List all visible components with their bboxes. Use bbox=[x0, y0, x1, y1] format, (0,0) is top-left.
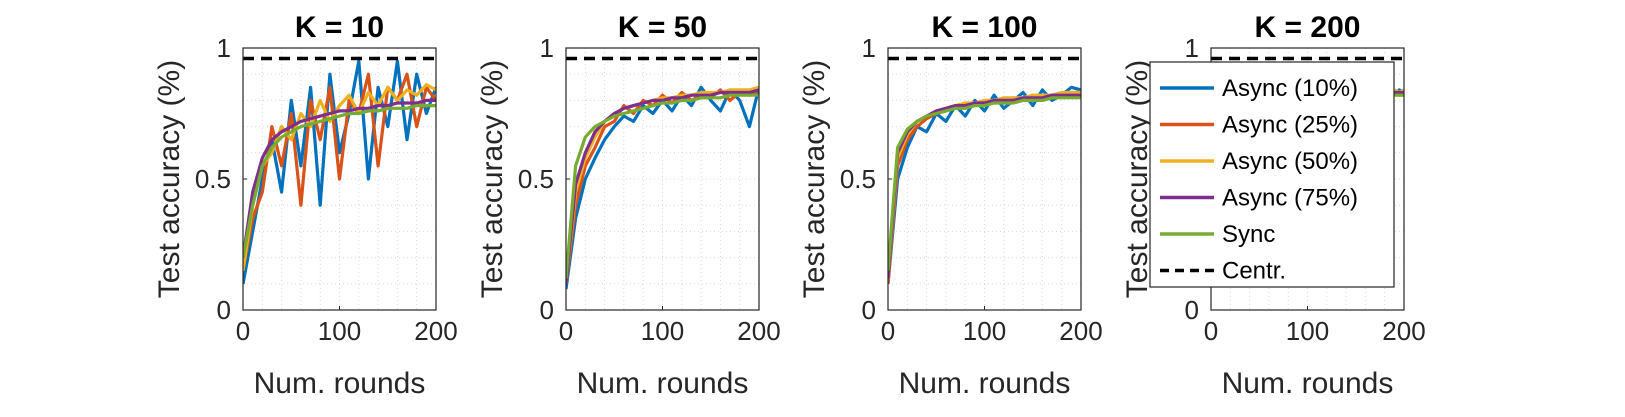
legend-label-6: Centr. bbox=[1222, 258, 1286, 285]
chart-title: K = 100 bbox=[932, 11, 1038, 44]
y-tick-label: 0 bbox=[862, 295, 876, 325]
y-tick-label: 1 bbox=[217, 33, 231, 63]
x-tick-label: 100 bbox=[641, 316, 684, 346]
subplot-1: 0 100 200 0 0.5 1 K = 10 Num. rounds Test accura… bbox=[153, 11, 458, 400]
subplot-3: 0 100 200 0 0.5 1 K = 100 Num. rounds Test accur… bbox=[798, 11, 1103, 400]
legend-label-2: Async (25%) bbox=[1222, 112, 1358, 139]
legend-label-4: Async (75%) bbox=[1222, 185, 1358, 212]
x-tick-label: 200 bbox=[414, 316, 457, 346]
x-axis-label: Num. rounds bbox=[577, 367, 749, 400]
legend-label-5: Sync bbox=[1222, 221, 1275, 248]
y-tick-label: 0.5 bbox=[840, 164, 876, 194]
series-line-5 bbox=[888, 96, 1081, 271]
y-tick-label: 1 bbox=[862, 33, 876, 63]
x-axis-label: Num. rounds bbox=[899, 367, 1071, 400]
y-axis-label: Test accuracy (%) bbox=[153, 60, 186, 298]
y-axis-label: Test accuracy (%) bbox=[798, 60, 831, 298]
y-tick-label: 0.5 bbox=[195, 164, 231, 194]
legend-box bbox=[1149, 61, 1395, 288]
y-tick-label: 1 bbox=[1185, 33, 1199, 63]
x-tick-label: 200 bbox=[737, 316, 780, 346]
series-line-4 bbox=[566, 88, 759, 284]
x-axis-label: Num. rounds bbox=[1222, 367, 1394, 400]
y-axis-label: Test accuracy (%) bbox=[476, 60, 509, 298]
y-tick-label: 0.5 bbox=[518, 164, 554, 194]
y-tick-label: 1 bbox=[540, 33, 554, 63]
series-line-1 bbox=[243, 59, 436, 285]
x-tick-label: 200 bbox=[1382, 316, 1425, 346]
x-tick-label: 0 bbox=[559, 316, 573, 346]
x-tick-label: 0 bbox=[1204, 316, 1218, 346]
series-line-5 bbox=[243, 104, 436, 258]
series-line-3 bbox=[566, 85, 759, 284]
x-tick-label: 100 bbox=[1286, 316, 1329, 346]
y-tick-label: 0 bbox=[1185, 295, 1199, 325]
chart-title: K = 50 bbox=[618, 11, 707, 44]
legend-label-3: Async (50%) bbox=[1222, 148, 1358, 175]
y-axis-label: Test accuracy (%) bbox=[1121, 60, 1154, 298]
x-tick-label: 0 bbox=[881, 316, 895, 346]
chart-title: K = 10 bbox=[295, 11, 384, 44]
x-tick-label: 100 bbox=[963, 316, 1006, 346]
legend-label-1: Async (10%) bbox=[1222, 75, 1358, 102]
y-tick-label: 0 bbox=[540, 295, 554, 325]
subplot-2: 0 100 200 0 0.5 1 K = 50 Num. rounds Test accura… bbox=[476, 11, 781, 400]
chart-title: K = 200 bbox=[1255, 11, 1361, 44]
legend: Async (10%) Async (25%) Async (50%) Async (… bbox=[1149, 61, 1395, 288]
series-line-5 bbox=[566, 93, 759, 279]
x-axis-label: Num. rounds bbox=[254, 367, 426, 400]
x-tick-label: 200 bbox=[1059, 316, 1102, 346]
x-tick-label: 0 bbox=[236, 316, 250, 346]
series-line-4 bbox=[243, 98, 436, 258]
y-tick-label: 0 bbox=[217, 295, 231, 325]
x-tick-label: 100 bbox=[318, 316, 361, 346]
